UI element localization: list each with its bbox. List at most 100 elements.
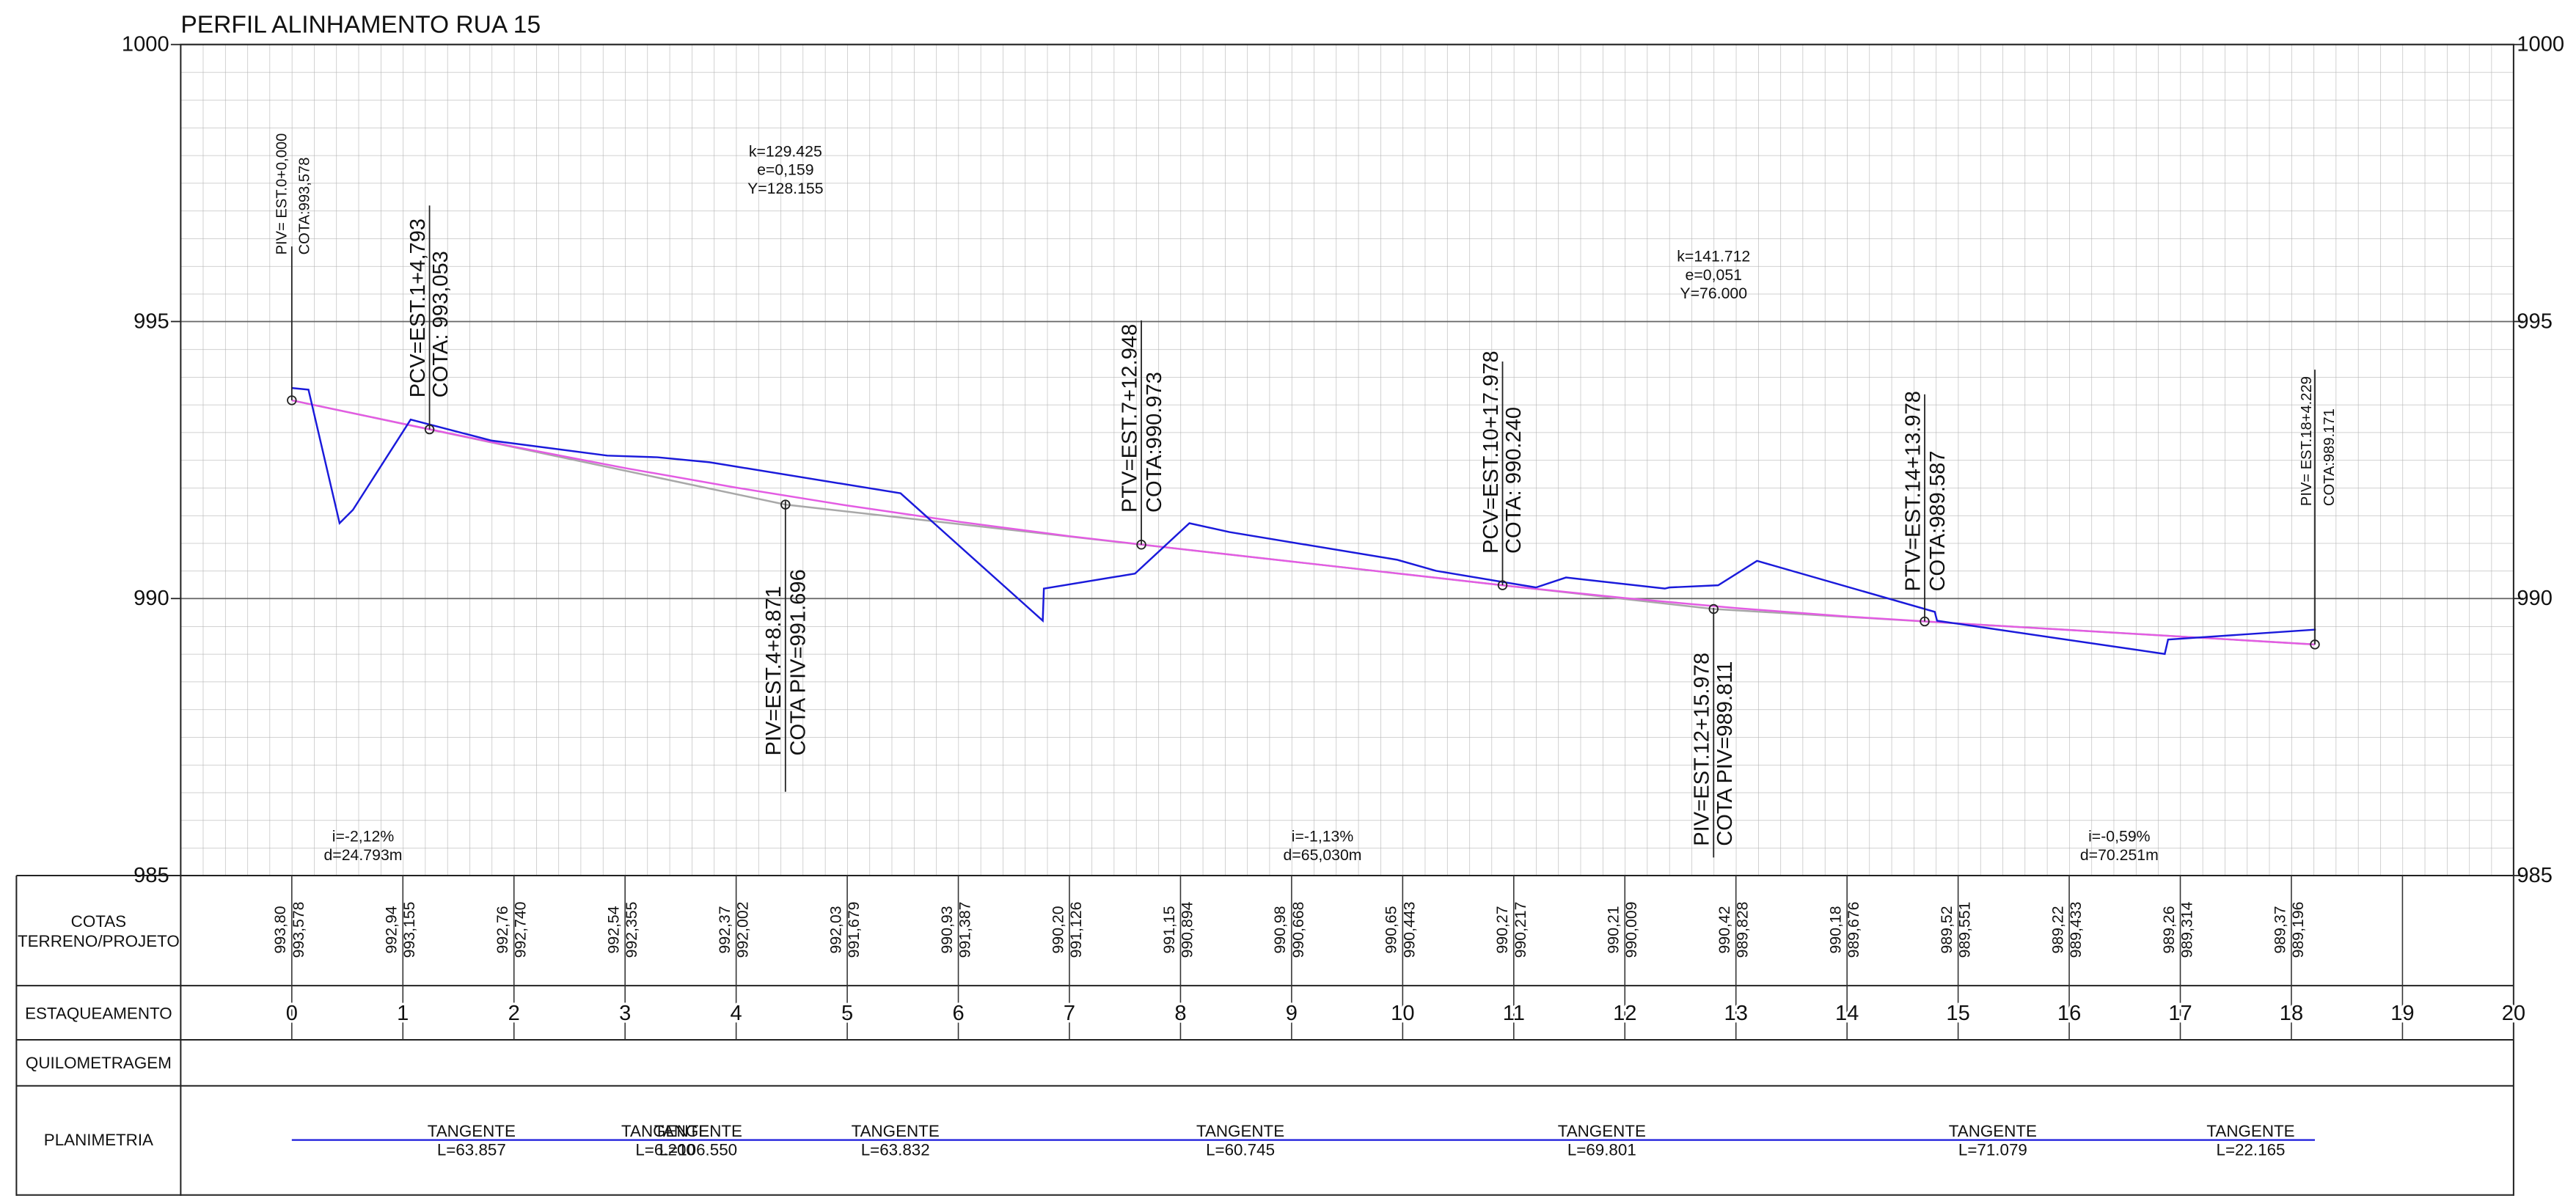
y-tick-label: 985 — [133, 864, 169, 887]
row-label: QUILOMETRAGEM — [26, 1054, 172, 1072]
elevation-cell: 990,443 — [1400, 902, 1418, 958]
row-label: TERRENO/PROJETO — [18, 932, 180, 950]
pi-marker — [780, 499, 791, 510]
elevation-cell: 990,894 — [1178, 901, 1196, 958]
annotation-text: COTA:990.973 — [1143, 372, 1166, 513]
elevation-cell: 989,196 — [2289, 902, 2307, 958]
elevation-cell: 990,009 — [1622, 902, 1640, 958]
elevation-cell: 989,828 — [1734, 902, 1752, 958]
elevation-cell: 990,20 — [1049, 906, 1066, 953]
elevation-cell: 990,65 — [1383, 906, 1400, 953]
y-tick-label: 1000 — [2517, 33, 2564, 56]
elevation-cell: 992,002 — [734, 902, 752, 958]
elevation-cell: 989,52 — [1938, 906, 1955, 953]
row-label: ESTAQUEAMENTO — [25, 1005, 172, 1023]
elevation-cell: 989,551 — [1956, 902, 1974, 958]
pi-marker — [424, 424, 435, 435]
planimetry-name: TANGENTE — [621, 1122, 709, 1140]
elevation-cell: 990,668 — [1289, 902, 1307, 958]
elevation-cell: 992,740 — [512, 902, 530, 958]
planimetry-name: TANGENTE — [1196, 1122, 1284, 1140]
pi-marker — [1497, 580, 1508, 590]
planimetry-length: L=63.832 — [861, 1141, 930, 1159]
annotation-text: COTA PIV=989.811 — [1713, 661, 1737, 846]
x-tick-label: 5 — [841, 1002, 853, 1025]
x-tick-label: 18 — [2280, 1002, 2303, 1025]
annotation-text: COTA: 993,053 — [429, 251, 453, 397]
x-tick-label: 11 — [1503, 1002, 1525, 1025]
row-label: PLANIMETRIA — [44, 1131, 153, 1149]
pi-marker — [1920, 616, 1930, 627]
elevation-cell: 989,433 — [2067, 902, 2085, 958]
minor-grid — [180, 44, 2514, 876]
curve-parameter: Y=128.155 — [747, 180, 823, 197]
annotation-text: PIV= EST.0+0,000 — [274, 133, 290, 255]
elevation-cell: 993,80 — [271, 906, 289, 953]
chart-title: PERFIL ALINHAMENTO RUA 15 — [180, 11, 541, 38]
elevation-cell: 992,03 — [827, 906, 844, 953]
elevation-cell: 992,54 — [605, 906, 623, 953]
pi-marker — [287, 395, 297, 406]
profile-line — [291, 399, 2316, 646]
slope-label: d=24.793m — [323, 846, 402, 864]
x-tick-label: 13 — [1724, 1002, 1748, 1025]
y-tick-label: 990 — [2517, 587, 2553, 610]
planimetry-name: TANGENTE — [852, 1122, 940, 1140]
x-tick-label: 14 — [1835, 1002, 1859, 1025]
annotation-text: COTA PIV=991.696 — [787, 569, 811, 755]
slope-label: d=65,030m — [1284, 846, 1362, 864]
annotation-text: COTA:993,578 — [297, 158, 313, 255]
elevation-cell: 989,22 — [2049, 906, 2066, 953]
x-tick-label: 2 — [508, 1002, 520, 1025]
curve-parameter: k=141.712 — [1677, 248, 1750, 265]
planimetry-name: TANGENTE — [428, 1122, 516, 1140]
annotation-text: PCV=EST.10+17.978 — [1479, 351, 1503, 554]
planimetry-length: L=71.079 — [1958, 1141, 2027, 1159]
annotation-text: PIV= EST.18+4.229 — [2299, 376, 2315, 506]
elevation-cell: 991,15 — [1160, 906, 1178, 953]
x-tick-label: 4 — [731, 1002, 742, 1025]
slope-label: d=70.251m — [2080, 846, 2159, 864]
elevation-cell: 991,387 — [956, 902, 974, 958]
x-tick-label: 19 — [2390, 1002, 2414, 1025]
x-tick-label: 0 — [286, 1002, 298, 1025]
elevation-cell: 990,217 — [1512, 902, 1529, 958]
annotation-text: COTA:989.171 — [2321, 408, 2338, 506]
annotation-text: PIV=EST.12+15.978 — [1691, 653, 1714, 846]
x-tick-label: 1 — [397, 1002, 409, 1025]
y-tick-label: 985 — [2517, 864, 2553, 887]
curve-parameter: Y=76.000 — [1680, 285, 1747, 302]
elevation-cell: 992,355 — [623, 902, 640, 958]
x-tick-label: 3 — [619, 1002, 631, 1025]
planimetry-name: TANGENTE — [2206, 1122, 2294, 1140]
elevation-cell: 990,42 — [1716, 906, 1733, 953]
elevation-cell: 991,679 — [845, 902, 863, 958]
x-tick-label: 8 — [1174, 1002, 1186, 1025]
profile-table: COTAS TERRENO/PROJETO ESTAQUEAMENTO QUIL… — [15, 875, 2514, 1196]
y-tick-label: 1000 — [122, 33, 169, 56]
elevation-cell: 991,126 — [1067, 902, 1085, 958]
planimetry-length: L=6.200 — [635, 1141, 695, 1159]
planimetry-length: L=106.550 — [659, 1141, 737, 1159]
x-tick-label: 12 — [1613, 1002, 1636, 1025]
y-tick-label: 990 — [133, 587, 169, 610]
annotation-text: COTA:989.587 — [1926, 451, 1950, 592]
annotation-text: PTV=EST.14+13.978 — [1901, 391, 1925, 592]
x-tick-label: 6 — [952, 1002, 964, 1025]
elevation-cell: 990,27 — [1493, 906, 1511, 953]
slope-label: i=-1,13% — [1292, 827, 1354, 845]
elevation-cell: 989,314 — [2178, 901, 2195, 958]
x-tick-label: 17 — [2168, 1002, 2192, 1025]
curve-parameter: e=0,159 — [757, 161, 813, 179]
curve-parameter: e=0,051 — [1686, 266, 1742, 284]
y-tick-label: 995 — [133, 309, 169, 333]
pi-marker — [2310, 639, 2320, 650]
elevation-cell: 992,37 — [716, 906, 733, 953]
planimetry-length: L=22.165 — [2217, 1141, 2286, 1159]
curve-parameter: k=129.425 — [749, 142, 822, 160]
elevation-cell: 992,94 — [383, 906, 400, 953]
slope-label: i=-0,59% — [2088, 827, 2151, 845]
elevation-cell: 990,21 — [1605, 906, 1622, 953]
x-tick-label: 10 — [1391, 1002, 1414, 1025]
